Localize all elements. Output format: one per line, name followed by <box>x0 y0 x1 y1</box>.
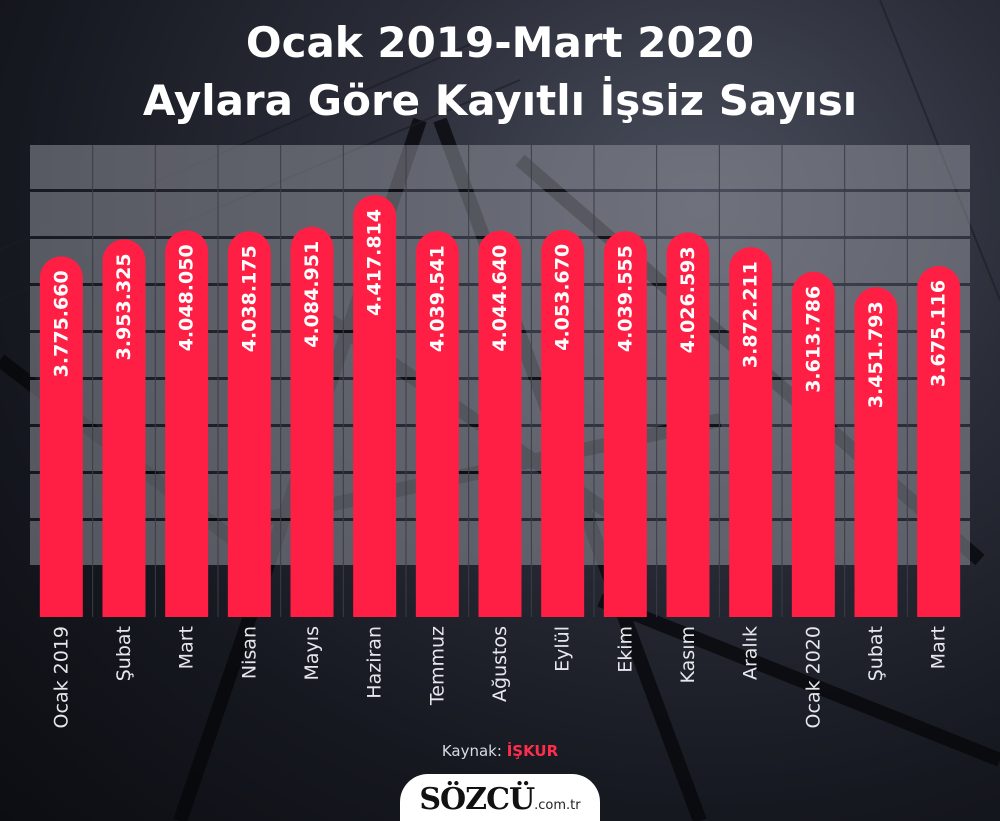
bar <box>854 287 898 617</box>
bar <box>666 232 710 617</box>
bar <box>290 226 334 618</box>
bar <box>39 256 83 617</box>
source-name: İŞKUR <box>506 742 559 760</box>
bar-value-label: 3.953.325 <box>113 253 135 360</box>
source-label: Kaynak: <box>441 742 502 760</box>
bar <box>165 230 209 617</box>
logo-main-text: SÖZCÜ.com.tr <box>419 782 580 817</box>
category-label: Mart <box>928 626 950 669</box>
bar <box>227 231 271 617</box>
bar-value-label: 4.053.670 <box>552 244 574 351</box>
category-label: Mayıs <box>301 626 323 680</box>
bar-value-label: 3.775.660 <box>50 270 72 377</box>
bar-value-label: 4.038.175 <box>238 245 260 352</box>
category-label: Şubat <box>113 626 135 681</box>
category-label: Ağustos <box>489 626 511 702</box>
category-label: Kasım <box>677 626 699 683</box>
bar-value-label: 4.039.541 <box>426 245 448 352</box>
bars <box>39 194 961 618</box>
bar-value-label: 4.417.814 <box>364 209 386 316</box>
source-credit: Kaynak: İŞKUR <box>0 742 1000 760</box>
bar <box>729 247 773 617</box>
bar-value-label: 4.044.640 <box>489 245 511 352</box>
bar <box>791 271 835 617</box>
category-label: Şubat <box>865 626 887 681</box>
bar <box>541 229 585 618</box>
bar <box>415 231 459 617</box>
logo-wordmark: SÖZCÜ <box>419 782 535 817</box>
bar <box>353 194 397 617</box>
chart-title-line-1: Ocak 2019-Mart 2020 <box>245 18 755 67</box>
bar-value-label: 4.084.951 <box>301 241 323 348</box>
grid-band <box>30 145 970 189</box>
category-label: Ekim <box>614 626 636 673</box>
bar <box>603 231 647 617</box>
grid-band <box>30 192 970 236</box>
category-label: Ocak 2019 <box>50 626 72 728</box>
logo-suffix: .com.tr <box>534 798 581 813</box>
category-label: Temmuz <box>426 626 448 706</box>
bar-value-label: 3.675.116 <box>928 280 950 387</box>
bar-value-label: 3.613.786 <box>802 286 824 393</box>
category-label: Aralık <box>740 626 762 680</box>
bar-value-label: 4.048.050 <box>176 244 198 351</box>
bar-value-label: 3.872.211 <box>740 261 762 368</box>
bar-value-label: 3.451.793 <box>865 301 887 408</box>
bar <box>478 230 522 617</box>
bar-value-label: 4.026.593 <box>677 246 699 353</box>
category-label: Mart <box>176 626 198 669</box>
category-labels: Ocak 2019 Şubat Mart Nisan Mayıs Haziran Temmu… <box>50 626 949 728</box>
category-label: Nisan <box>238 626 260 679</box>
category-label: Haziran <box>364 626 386 699</box>
bar-value-label: 4.039.555 <box>614 245 636 352</box>
bar <box>917 265 961 617</box>
category-label: Eylül <box>552 626 574 672</box>
chart-title-line-2: Aylara Göre Kayıtlı İşsiz Sayısı <box>142 76 858 125</box>
category-label: Ocak 2020 <box>802 626 824 728</box>
brand-logo: SÖZCÜ.com.tr <box>400 774 600 821</box>
value-labels: 3.775.660 3.953.325 4.048.050 4.038.175 4.08… <box>50 209 949 408</box>
bar <box>102 239 146 617</box>
